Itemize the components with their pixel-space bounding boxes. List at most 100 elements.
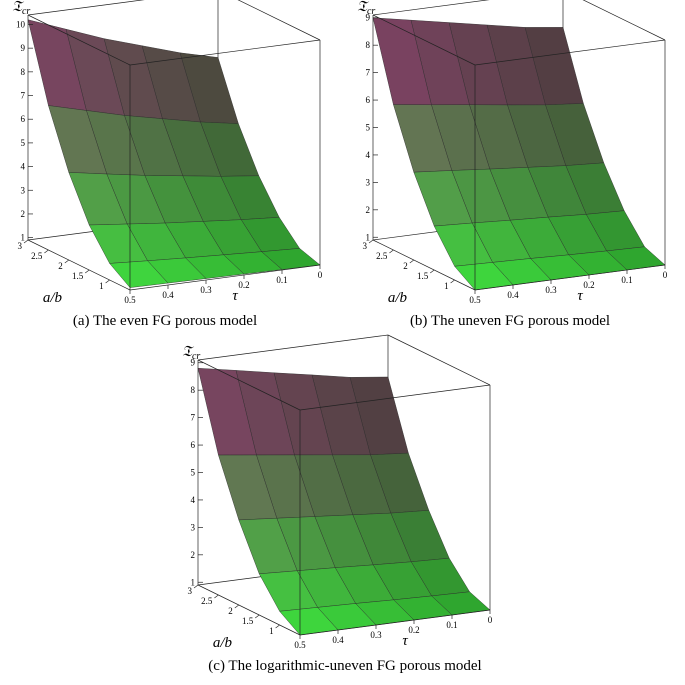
y-tick — [368, 239, 374, 244]
z-axis-label-main: 𝔗 — [182, 344, 195, 360]
x-tick-label: 0 — [663, 270, 668, 280]
y-tick — [23, 239, 29, 244]
z-tick-label: 4 — [21, 162, 26, 172]
x-axis-label: τ — [232, 288, 238, 304]
x-axis-label: τ — [577, 288, 583, 304]
x-tick-label: 0.4 — [507, 290, 519, 300]
x-axis-label: τ — [402, 633, 408, 649]
y-tick — [450, 279, 455, 284]
y-axis-label: a/b — [213, 635, 233, 651]
box-edge — [197, 334, 389, 361]
surface-chart: 1 2 3 4 5 6 7 8 9 10 1 1.5 2 2.5 3 0 0.1 0.2 0.3 0.4 0.5 a/b τ… — [12, 0, 323, 329]
y-tick-label: 2.5 — [201, 596, 213, 606]
z-axis-label-sub: cr — [192, 351, 200, 362]
box-edge — [474, 264, 666, 291]
x-tick-label: 0.5 — [469, 295, 481, 305]
box-edge — [129, 264, 321, 291]
z-axis-label: 𝔗cr — [182, 344, 200, 362]
z-tick-label: 1 — [366, 232, 371, 242]
y-tick — [84, 269, 90, 274]
y-axis-label: a/b — [388, 290, 408, 306]
y-tick — [193, 584, 199, 589]
surface-chart: 1 2 3 4 5 6 7 8 9 1 1.5 2 2.5 3 0 0.1 0.2 0.3 0.4 0.5 a/b τ 𝔗c… — [357, 0, 668, 329]
z-tick-label: 7 — [21, 91, 26, 101]
z-tick-label: 1 — [21, 233, 26, 243]
box-edge — [299, 609, 491, 636]
y-tick-label: 3 — [188, 586, 193, 596]
x-tick-label: 0.5 — [124, 295, 136, 305]
y-tick-label: 1.5 — [417, 271, 429, 281]
box-edge — [372, 14, 476, 66]
box-edge — [27, 239, 131, 291]
x-tick-label: 0.3 — [200, 285, 212, 295]
box-edge — [129, 39, 321, 66]
x-tick-label: 0.1 — [446, 620, 457, 630]
caption: (b) The uneven FG porous model — [410, 313, 610, 329]
y-tick-label: 1.5 — [242, 616, 254, 626]
y-tick-label: 1 — [269, 626, 274, 636]
x-tick-label: 0.5 — [294, 640, 306, 650]
caption: (a) The even FG porous model — [73, 313, 257, 329]
z-tick-label: 10 — [16, 19, 26, 29]
box-edge — [474, 39, 666, 66]
z-tick-label: 9 — [366, 13, 371, 23]
y-tick — [275, 624, 280, 629]
z-tick-label: 6 — [191, 440, 196, 450]
y-tick-label: 2 — [58, 261, 63, 271]
z-tick-label: 3 — [366, 177, 371, 187]
x-tick-label: 0 — [318, 270, 323, 280]
x-tick-label: 0.2 — [408, 625, 419, 635]
y-tick — [44, 249, 49, 254]
x-tick-label: 0.3 — [370, 630, 382, 640]
y-tick-label: 2.5 — [31, 251, 43, 261]
surface-chart: 1 2 3 4 5 6 7 8 9 1 1.5 2 2.5 3 0 0.1 0.2 0.3 0.4 0.5 a/b τ 𝔗c… — [182, 334, 493, 674]
y-axis-label: a/b — [43, 290, 63, 306]
y-tick — [429, 269, 435, 274]
x-tick-label: 0.2 — [583, 280, 594, 290]
x-tick-label: 0.2 — [238, 280, 249, 290]
y-tick — [389, 249, 394, 254]
box-edge — [197, 584, 301, 636]
z-axis-label-main: 𝔗 — [357, 0, 370, 15]
y-tick-label: 1 — [444, 281, 449, 291]
z-tick-label: 3 — [191, 522, 196, 532]
z-tick-label: 5 — [366, 123, 371, 133]
z-tick-label: 7 — [191, 413, 196, 423]
z-axis-label: 𝔗cr — [357, 0, 375, 17]
z-axis-label-main: 𝔗 — [12, 0, 25, 15]
x-tick-label: 0.1 — [621, 275, 632, 285]
box-edge — [237, 0, 321, 41]
z-tick-label: 1 — [191, 577, 196, 587]
y-tick — [409, 259, 415, 264]
x-tick-label: 0.4 — [332, 635, 344, 645]
y-tick — [254, 614, 260, 619]
z-tick-label: 9 — [21, 43, 26, 53]
z-tick-label: 8 — [191, 385, 196, 395]
z-tick-label: 2 — [366, 205, 371, 215]
z-tick-label: 2 — [191, 550, 196, 560]
z-tick-label: 4 — [366, 150, 371, 160]
z-tick-label: 6 — [21, 114, 26, 124]
y-tick-label: 2.5 — [376, 251, 388, 261]
y-tick-label: 1.5 — [72, 271, 84, 281]
caption: (c) The logarithmic-uneven FG porous mod… — [208, 658, 481, 674]
y-tick — [234, 604, 240, 609]
z-axis-label-sub: cr — [22, 6, 30, 17]
box-edge — [197, 359, 301, 411]
box-edge — [372, 0, 490, 16]
z-tick-label: 5 — [21, 138, 26, 148]
z-tick-label: 8 — [366, 40, 371, 50]
y-tick-label: 3 — [18, 241, 23, 251]
z-tick-label: 3 — [21, 185, 26, 195]
z-tick-label: 6 — [366, 95, 371, 105]
x-tick-label: 0.4 — [162, 290, 174, 300]
box-edge — [372, 239, 476, 291]
x-tick-label: 0.1 — [276, 275, 287, 285]
z-tick-label: 9 — [191, 358, 196, 368]
x-tick-label: 0.3 — [545, 285, 557, 295]
box-edge — [27, 14, 131, 66]
y-tick — [64, 259, 70, 264]
box-edge — [299, 384, 491, 411]
y-tick-label: 2 — [403, 261, 408, 271]
z-tick-label: 4 — [191, 495, 196, 505]
